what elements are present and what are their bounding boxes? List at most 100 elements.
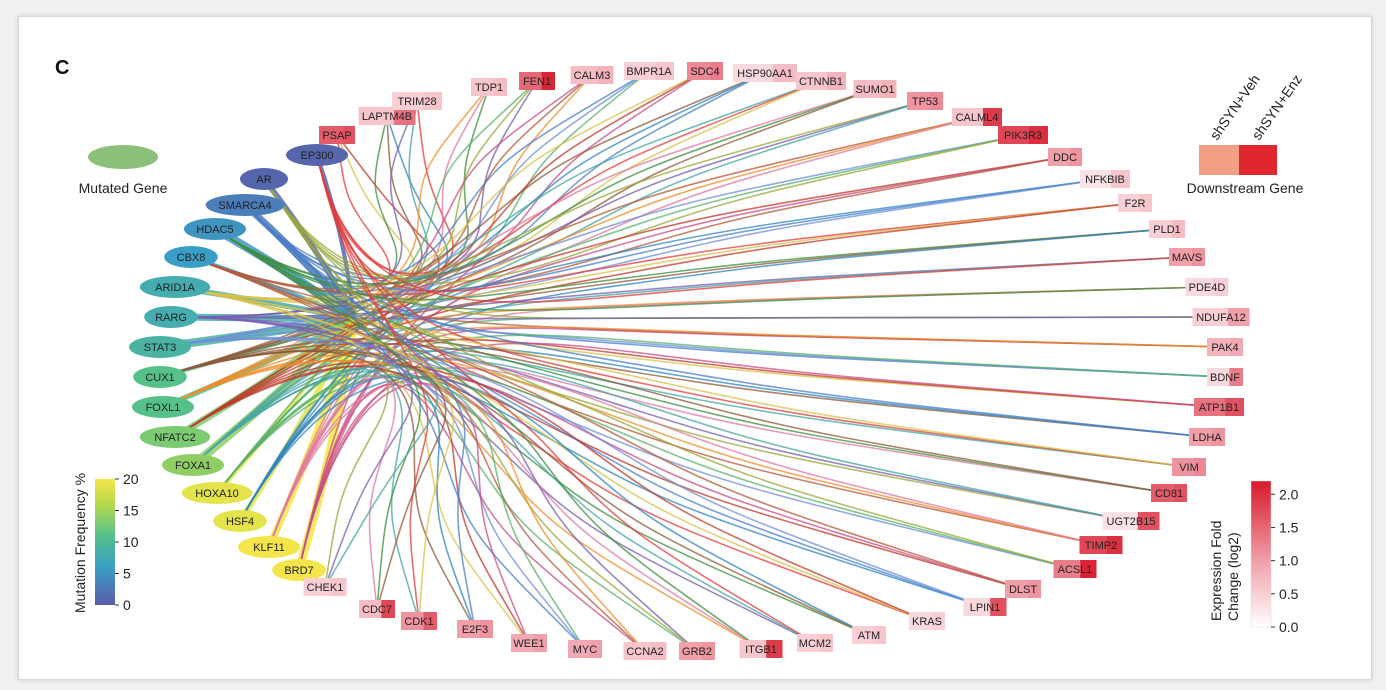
expression-colorbar-gradient [1250,480,1272,628]
downstream-gene-dlst[interactable]: DLST [1005,580,1041,598]
downstream-enz-box [766,640,783,658]
mutated-gene-rarg[interactable]: RARG [144,306,198,328]
mutated-gene-foxa1[interactable]: FOXA1 [162,454,224,476]
downstream-gene-label: F2R [1125,198,1146,210]
mutated-gene-label: CUX1 [145,372,174,384]
downstream-gene-label: FEN1 [523,76,551,88]
downstream-gene-e2f3[interactable]: E2F3 [457,620,493,638]
edge-to-timp2 [190,256,1102,546]
downstream-gene-label: MYC [573,644,598,656]
downstream-veh-box [319,126,342,144]
mutated-gene-ar[interactable]: AR [240,168,288,190]
downstream-gene-legend: shSYN+Veh shSYN+Enz Downstream Gene [1187,71,1305,196]
downstream-gene-timp2[interactable]: TIMP2 [1079,536,1123,554]
downstream-gene-tp53[interactable]: TP53 [907,92,943,110]
mutated-gene-stat3[interactable]: STAT3 [129,336,191,358]
mutated-gene-legend-swatch [88,145,158,169]
downstream-gene-itgb1[interactable]: ITGB1 [739,640,783,658]
downstream-gene-label: GRB2 [682,646,712,658]
downstream-gene-bdnf[interactable]: BDNF [1207,368,1243,386]
downstream-veh-box [623,642,651,660]
downstream-gene-tdp1[interactable]: TDP1 [471,78,507,96]
downstream-gene-mavs[interactable]: MAVS [1169,248,1205,266]
downstream-veh-box [852,626,874,644]
edge-to-ndufa12 [170,316,1222,320]
downstream-gene-pak4[interactable]: PAK4 [1207,338,1243,356]
downstream-gene-f2r[interactable]: F2R [1118,194,1152,212]
downstream-gene-hsp90aa1[interactable]: HSP90AA1 [733,64,797,82]
downstream-gene-wee1[interactable]: WEE1 [511,634,547,652]
mutated-gene-hoxa10[interactable]: HOXA10 [181,482,253,504]
downstream-gene-pld1[interactable]: PLD1 [1149,220,1185,238]
downstream-gene-atm[interactable]: ATM [852,626,886,644]
edge-to-ccna2 [162,359,646,652]
mutated-gene-node [129,336,191,358]
downstream-gene-pde4d[interactable]: PDE4D [1185,278,1229,296]
downstream-gene-nfkbib[interactable]: NFKBIB [1080,170,1130,188]
downstream-gene-ldha[interactable]: LDHA [1189,428,1225,446]
edge-to-kras [174,286,928,622]
expression-colorbar-title-line2: Change (log2) [1225,532,1241,621]
downstream-veh-box [1192,308,1228,326]
downstream-gene-trim28[interactable]: TRIM28 [392,92,442,110]
mutated-gene-label: FOXL1 [146,402,181,414]
downstream-veh-box [457,620,480,638]
downstream-enz-box [1069,148,1082,166]
mutated-gene-label: ARID1A [155,282,195,294]
downstream-gene-fen1[interactable]: FEN1 [519,72,555,90]
expression-colorbar: Expression Fold Change (log2) 0.0 0.5 1.0 1… [1208,480,1299,635]
downstream-veh-box [358,107,394,125]
downstream-gene-label: CDC7 [362,604,392,616]
mutated-gene-cbx8[interactable]: CBX8 [164,246,218,268]
downstream-gene-calm3[interactable]: CALM3 [570,66,614,84]
downstream-gene-label: TIMP2 [1085,540,1117,552]
downstream-gene-sumo1[interactable]: SUMO1 [853,80,897,98]
downstream-gene-chek1[interactable]: CHEK1 [303,578,347,596]
downstream-gene-cdc7[interactable]: CDC7 [359,600,395,618]
downstream-gene-ugt2b15[interactable]: UGT2B15 [1102,512,1160,530]
mutated-gene-ep300[interactable]: EP300 [286,144,348,166]
expression-colorbar-tick-label: 1.0 [1279,553,1299,569]
downstream-gene-psap[interactable]: PSAP [319,126,355,144]
mutated-gene-arid1a[interactable]: ARID1A [139,276,211,298]
downstream-gene-ndufa12[interactable]: NDUFA12 [1192,308,1250,326]
downstream-gene-laptm4b[interactable]: LAPTM4B [358,107,416,125]
downstream-gene-ccna2[interactable]: CCNA2 [623,642,667,660]
edge-to-cd81 [214,228,1170,494]
downstream-gene-label: LDHA [1192,432,1222,444]
mutated-gene-brd7[interactable]: BRD7 [272,559,326,581]
downstream-gene-calml4[interactable]: CALML4 [952,108,1002,126]
mutated-gene-node [132,396,194,418]
expression-colorbar-tick-label: 2.0 [1279,486,1299,502]
mutated-gene-klf11[interactable]: KLF11 [238,536,300,558]
downstream-gene-acsl1[interactable]: ACSL1 [1053,560,1097,578]
mutated-gene-nfatc2[interactable]: NFATC2 [139,426,211,448]
downstream-gene-kras[interactable]: KRAS [909,612,945,630]
downstream-gene-cdk1[interactable]: CDK1 [401,612,437,630]
mutated-gene-node [181,482,253,504]
downstream-gene-bmpr1a[interactable]: BMPR1A [624,62,674,80]
mutated-gene-foxl1[interactable]: FOXL1 [132,396,194,418]
edge-to-acsl1 [263,178,1076,570]
downstream-veh-box [1169,248,1192,266]
downstream-gene-atp1b1[interactable]: ATP1B1 [1194,398,1244,416]
mutated-gene-hdac5[interactable]: HDAC5 [184,218,246,240]
mutated-gene-legend: Mutated Gene [79,145,168,196]
mutated-gene-hsf4[interactable]: HSF4 [213,510,267,532]
downstream-gene-ddc[interactable]: DDC [1048,148,1082,166]
downstream-veh-box [796,72,827,90]
downstream-gene-pik3r3[interactable]: PIK3R3 [998,126,1048,144]
downstream-gene-myc[interactable]: MYC [568,640,602,658]
downstream-gene-lpin1[interactable]: LPIN1 [963,598,1007,616]
downstream-enz-box [983,108,1002,126]
downstream-gene-vim[interactable]: VIM [1172,458,1206,476]
downstream-veh-box [1207,338,1230,356]
downstream-gene-mcm2[interactable]: MCM2 [797,634,833,652]
downstream-gene-ctnnb1[interactable]: CTNNB1 [796,72,846,90]
mutated-gene-cux1[interactable]: CUX1 [133,366,187,388]
mutated-gene-layer: EP300 AR SMARCA4 HDAC5 CBX8 ARID1A RARG STAT3 CU… [129,144,348,581]
downstream-gene-cd81[interactable]: CD81 [1151,484,1187,502]
downstream-gene-sdc4[interactable]: SDC4 [687,62,723,80]
mutated-gene-smarca4[interactable]: SMARCA4 [205,194,285,216]
downstream-gene-grb2[interactable]: GRB2 [679,642,715,660]
